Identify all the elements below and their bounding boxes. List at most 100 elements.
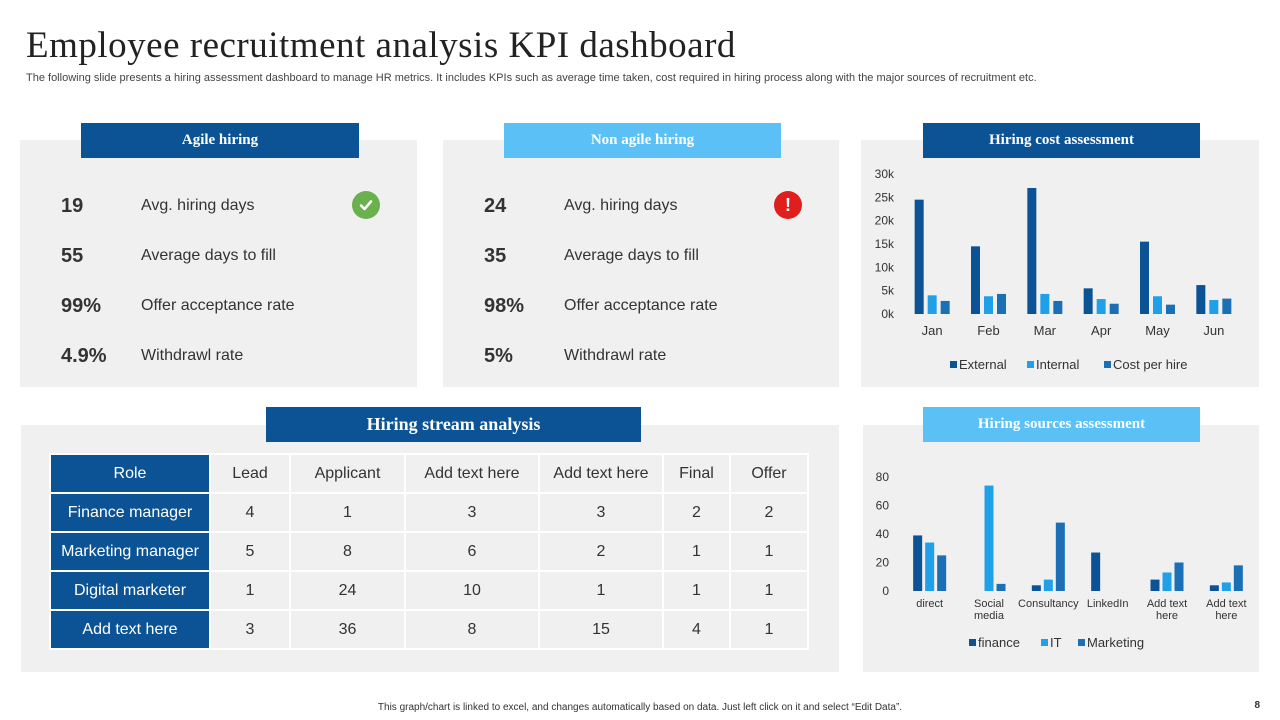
non-agile-hiring-panel <box>443 140 839 387</box>
bar <box>1083 288 1093 314</box>
y-tick-label: 0 <box>882 584 889 598</box>
table-cell: 1 <box>729 609 809 650</box>
hiring-stream-header: Hiring stream analysis <box>266 407 641 442</box>
y-tick-label: 60 <box>876 499 890 513</box>
bar <box>1233 565 1243 591</box>
kpi-label: Average days to fill <box>564 247 699 264</box>
legend-label: Internal <box>1036 357 1079 372</box>
column-header: Final <box>662 453 731 494</box>
kpi-label: Offer acceptance rate <box>564 297 718 314</box>
legend-swatch <box>1104 361 1111 368</box>
page-number: 8 <box>1254 700 1260 711</box>
non-agile-kpi-row: 35 Average days to fill <box>484 245 824 275</box>
non-agile-hiring-header: Non agile hiring <box>504 123 781 158</box>
table-header-row: Role Lead Applicant Add text here Add te… <box>49 453 809 494</box>
check-circle-icon <box>352 191 380 219</box>
column-header: Add text here <box>538 453 664 494</box>
bar <box>997 293 1006 314</box>
column-header: Lead <box>209 453 291 494</box>
y-tick-label: 25k <box>875 190 895 204</box>
column-header: Role <box>49 453 211 494</box>
y-tick-label: 80 <box>876 470 890 484</box>
legend-swatch <box>1078 639 1085 646</box>
table-cell: 3 <box>209 609 291 650</box>
bar <box>1166 304 1175 314</box>
table-cell: 5 <box>209 531 291 572</box>
x-tick-label: here <box>1215 610 1237 622</box>
kpi-value: 35 <box>484 245 507 267</box>
table-row: Marketing manager 5 8 6 2 1 1 <box>49 531 809 572</box>
table-cell: 4 <box>662 609 731 650</box>
table-cell: 10 <box>404 570 540 611</box>
column-header: Add text here <box>404 453 540 494</box>
hiring-stream-table: Role Lead Applicant Add text here Add te… <box>49 453 809 650</box>
hiring-cost-panel <box>861 140 1259 387</box>
y-tick-label: 15k <box>875 237 895 251</box>
x-tick-label: May <box>1145 323 1170 338</box>
table-cell: 1 <box>538 570 664 611</box>
bar <box>1196 285 1206 314</box>
legend-swatch <box>1027 361 1034 368</box>
bar <box>1055 522 1065 591</box>
x-tick-label: LinkedIn <box>1087 598 1129 610</box>
x-tick-label: Jun <box>1203 323 1224 338</box>
bar <box>1031 585 1041 591</box>
role-cell: Add text here <box>49 609 211 650</box>
bar <box>1040 293 1050 314</box>
kpi-value: 99% <box>61 295 102 317</box>
y-tick-label: 40 <box>876 527 890 541</box>
table-cell: 1 <box>729 570 809 611</box>
table-cell: 36 <box>289 609 406 650</box>
x-tick-label: media <box>974 610 1005 622</box>
bar <box>925 542 935 591</box>
agile-kpi-row: 4.9% Withdrawl rate <box>61 345 401 375</box>
page-title: Employee recruitment analysis KPI dashbo… <box>26 25 736 66</box>
kpi-label: Average days to fill <box>141 247 276 264</box>
x-tick-label: direct <box>916 598 943 610</box>
y-tick-label: 0k <box>881 307 895 321</box>
bar <box>984 485 994 591</box>
legend-label: Marketing <box>1087 635 1144 650</box>
x-tick-label: Jan <box>922 323 943 338</box>
legend-swatch <box>1041 639 1048 646</box>
table-row: Add text here 3 36 8 15 4 1 <box>49 609 809 650</box>
legend-label: IT <box>1050 635 1062 650</box>
x-tick-label: Add text <box>1147 598 1187 610</box>
bar <box>1043 579 1053 591</box>
y-tick-label: 10k <box>875 260 895 274</box>
bar <box>1222 298 1232 314</box>
kpi-value: 5% <box>484 345 513 367</box>
table-cell: 3 <box>404 492 540 533</box>
table-cell: 8 <box>404 609 540 650</box>
bar <box>927 295 937 314</box>
role-cell: Digital marketer <box>49 570 211 611</box>
table-cell: 3 <box>538 492 664 533</box>
non-agile-kpi-row: 98% Offer acceptance rate <box>484 295 824 325</box>
legend-label: finance <box>978 635 1020 650</box>
bar <box>1096 299 1106 314</box>
role-cell: Marketing manager <box>49 531 211 572</box>
x-tick-label: Social <box>974 598 1004 610</box>
bar <box>1153 296 1162 314</box>
bar <box>984 296 993 314</box>
legend-swatch <box>950 361 957 368</box>
table-cell: 2 <box>538 531 664 572</box>
x-tick-label: Apr <box>1091 323 1112 338</box>
bar <box>1209 300 1219 314</box>
y-tick-label: 20 <box>876 556 890 570</box>
bar <box>1053 300 1063 314</box>
column-header: Offer <box>729 453 809 494</box>
table-cell: 6 <box>404 531 540 572</box>
table-cell: 1 <box>662 531 731 572</box>
bar <box>1091 552 1101 591</box>
table-cell: 1 <box>729 531 809 572</box>
table-cell: 2 <box>662 492 731 533</box>
bar <box>1221 582 1231 591</box>
bar <box>913 535 923 591</box>
column-header: Applicant <box>289 453 406 494</box>
kpi-label: Avg. hiring days <box>141 197 255 214</box>
table-row: Finance manager 4 1 3 3 2 2 <box>49 492 809 533</box>
bar <box>996 583 1006 591</box>
legend-label: Cost per hire <box>1113 357 1187 372</box>
